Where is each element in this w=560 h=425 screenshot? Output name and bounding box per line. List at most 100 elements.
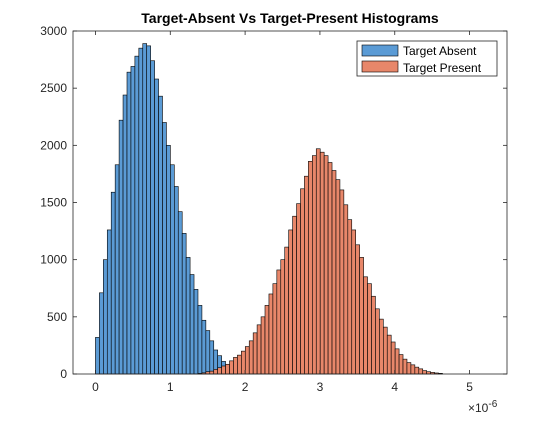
bar-target-present (272, 283, 278, 375)
x-axis-exponent: ×10-6 (468, 399, 498, 415)
bar-target-present (256, 324, 262, 375)
bar-target-absent (146, 45, 151, 375)
bar-target-absent (99, 292, 104, 375)
bar-target-present (359, 257, 364, 375)
bar-target-present (280, 259, 286, 375)
bar-target-present (229, 360, 234, 375)
bar-target-present (394, 348, 400, 375)
bar-target-absent (185, 257, 191, 375)
bar-target-present (418, 368, 424, 375)
bar-target-present (386, 334, 392, 375)
bar-target-present (367, 283, 372, 375)
bar-target-present (276, 269, 282, 375)
bar-target-present (248, 340, 254, 375)
legend-swatch-target-absent (361, 44, 399, 57)
legend-label-target-absent: Target Absent (403, 44, 477, 58)
bar-target-present (355, 244, 360, 375)
bar-target-absent (201, 319, 207, 375)
x-tick-label: 2 (242, 380, 249, 394)
x-tick-label: 0 (92, 380, 99, 394)
bar-target-present (260, 316, 266, 375)
bar-target-absent (126, 71, 132, 375)
bar-target-absent (95, 337, 100, 375)
bar-target-absent (189, 274, 195, 375)
x-tick-label: 1 (167, 380, 174, 394)
bar-target-present (379, 318, 384, 375)
bar-target-present (244, 346, 250, 375)
bar-target-present (327, 162, 333, 375)
bar-target-absent (181, 233, 187, 375)
bar-target-absent (197, 305, 203, 375)
bar-target-present (414, 366, 420, 375)
bar-target-present (241, 350, 246, 375)
y-tick-label: 2500 (40, 81, 67, 95)
y-tick-label: 0 (60, 367, 67, 381)
bar-target-absent (118, 119, 124, 375)
bar-target-absent (103, 259, 108, 375)
ticks-layer: 0 1 2 3 4 5 0 500 1000 1500 2000 2500 3000 (40, 24, 507, 394)
bar-target-absent (209, 340, 215, 375)
bar-target-present (375, 308, 380, 375)
bar-target-absent (150, 60, 155, 375)
bar-target-present (268, 293, 274, 375)
bar-target-present (351, 229, 357, 375)
bar-target-present (402, 358, 408, 375)
bar-target-present (308, 161, 313, 375)
bar-target-absent (162, 122, 167, 375)
bar-target-present (264, 305, 270, 375)
bar-target-present (347, 219, 353, 375)
legend: Target Absent Target Present (356, 40, 498, 77)
bar-target-present (296, 203, 301, 375)
bar-target-absent (114, 164, 120, 375)
bar-target-present (213, 369, 218, 375)
bar-target-absent (193, 289, 199, 375)
bar-target-present (371, 295, 376, 375)
bar-target-present (319, 151, 325, 375)
bar-target-present (323, 155, 329, 375)
bar-target-absent (110, 191, 116, 375)
y-tick-label: 3000 (40, 24, 67, 38)
bar-target-present (363, 276, 368, 375)
bar-target-absent (134, 55, 140, 375)
bar-target-absent (122, 94, 128, 375)
bar-target-present (252, 332, 258, 375)
bar-target-absent (138, 47, 144, 375)
bar-target-present (217, 367, 222, 375)
x-axis-exponent-power: -6 (488, 399, 497, 410)
bar-target-absent (158, 95, 163, 375)
bar-target-present (209, 370, 215, 375)
bar-target-present (315, 148, 321, 375)
bar-target-present (312, 155, 317, 375)
bar-target-present (292, 215, 297, 375)
bar-target-absent (174, 186, 179, 375)
bar-target-present (406, 362, 412, 375)
legend-label-target-present: Target Present (403, 61, 482, 75)
bar-target-present (225, 363, 230, 375)
bar-target-absent (177, 211, 183, 375)
bar-target-present (382, 326, 388, 375)
bar-target-absent (154, 78, 159, 375)
bar-target-present (339, 189, 345, 375)
bar-target-present (331, 170, 337, 375)
bar-target-present (284, 246, 289, 375)
y-tick-label: 500 (47, 310, 67, 324)
bar-target-present (288, 229, 293, 375)
x-tick-label: 5 (466, 380, 473, 394)
legend-swatch-target-present (361, 60, 399, 73)
bar-target-present (237, 354, 242, 375)
bar-target-present (221, 365, 226, 375)
bar-target-absent (170, 164, 175, 375)
bar-target-absent (166, 145, 171, 375)
bar-target-present (390, 341, 396, 375)
bar-target-present (335, 179, 341, 375)
x-tick-label: 3 (317, 380, 324, 394)
bar-target-present (343, 204, 349, 375)
bar-target-absent (130, 66, 136, 375)
y-tick-label: 1000 (40, 253, 67, 267)
bar-target-absent (106, 229, 112, 375)
bar-target-present (300, 188, 305, 375)
bar-target-present (233, 357, 238, 375)
y-tick-label: 2000 (40, 138, 67, 152)
